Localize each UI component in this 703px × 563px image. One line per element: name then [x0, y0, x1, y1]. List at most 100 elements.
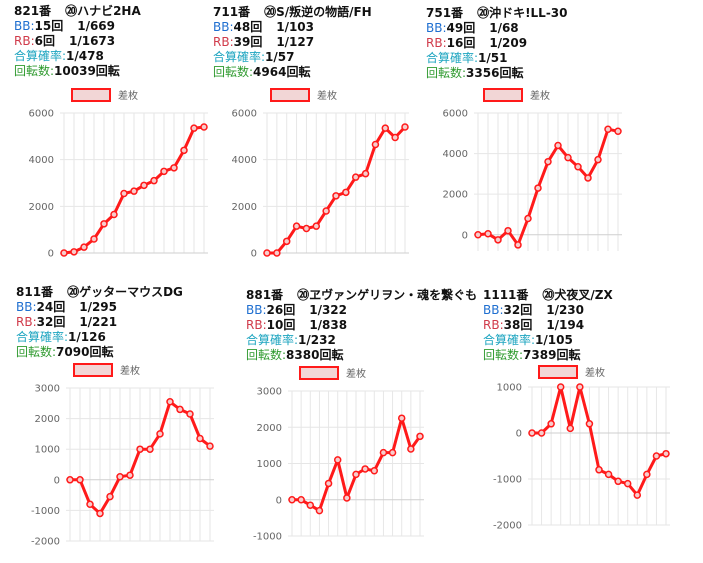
data-point[interactable]	[126, 471, 134, 479]
data-point[interactable]	[652, 452, 661, 460]
legend-swatch[interactable]	[483, 88, 523, 102]
data-point[interactable]	[100, 220, 108, 228]
bb-count: 24回	[36, 300, 66, 314]
data-point[interactable]	[146, 445, 154, 453]
data-point[interactable]	[176, 405, 184, 414]
data-point[interactable]	[379, 448, 388, 457]
data-point[interactable]	[614, 127, 622, 136]
data-point[interactable]	[623, 479, 632, 488]
data-point[interactable]	[537, 429, 546, 437]
data-point[interactable]	[200, 123, 208, 131]
data-point[interactable]	[140, 181, 148, 190]
data-point[interactable]	[381, 124, 390, 132]
data-point[interactable]	[370, 467, 379, 475]
data-point[interactable]	[361, 169, 370, 178]
data-point[interactable]	[343, 494, 351, 502]
data-point[interactable]	[130, 187, 138, 195]
data-point[interactable]	[116, 472, 124, 481]
data-point[interactable]	[160, 167, 168, 176]
data-point[interactable]	[166, 398, 174, 406]
data-point[interactable]	[595, 466, 603, 474]
data-point[interactable]	[528, 429, 536, 437]
data-point[interactable]	[315, 506, 324, 515]
data-point[interactable]	[391, 133, 399, 142]
data-point[interactable]	[90, 235, 98, 243]
data-point[interactable]	[170, 164, 178, 172]
data-point[interactable]	[206, 442, 214, 450]
data-point[interactable]	[407, 445, 415, 453]
data-point[interactable]	[504, 226, 512, 235]
legend-swatch[interactable]	[73, 363, 113, 377]
legend-swatch[interactable]	[71, 88, 111, 102]
data-point[interactable]	[416, 432, 424, 441]
y-tick-label: -2000	[31, 537, 60, 548]
data-point[interactable]	[352, 470, 360, 479]
data-point[interactable]	[547, 420, 555, 428]
data-point[interactable]	[484, 230, 492, 238]
data-point[interactable]	[180, 146, 188, 155]
data-point[interactable]	[273, 249, 281, 257]
data-point[interactable]	[86, 500, 94, 509]
data-point[interactable]	[524, 214, 532, 223]
data-point[interactable]	[554, 141, 562, 150]
data-point[interactable]	[60, 249, 68, 257]
data-point[interactable]	[156, 430, 164, 438]
data-point[interactable]	[633, 491, 642, 499]
data-point[interactable]	[662, 449, 670, 458]
data-point[interactable]	[306, 501, 315, 509]
data-point[interactable]	[534, 184, 542, 192]
data-point[interactable]	[186, 410, 194, 418]
data-point[interactable]	[106, 492, 114, 501]
data-point[interactable]	[604, 125, 612, 133]
data-point[interactable]	[297, 496, 305, 504]
data-point[interactable]	[494, 236, 502, 244]
data-point[interactable]	[544, 157, 552, 166]
data-point[interactable]	[401, 123, 409, 131]
legend-swatch[interactable]	[538, 365, 578, 379]
data-point[interactable]	[263, 249, 271, 257]
data-point[interactable]	[96, 509, 104, 518]
data-point[interactable]	[556, 383, 565, 391]
data-point[interactable]	[76, 476, 84, 484]
data-point[interactable]	[333, 456, 342, 464]
data-point[interactable]	[388, 448, 397, 457]
data-point[interactable]	[288, 496, 296, 504]
data-point[interactable]	[136, 445, 144, 453]
data-point[interactable]	[312, 222, 321, 230]
data-point[interactable]	[474, 231, 482, 239]
data-point[interactable]	[397, 414, 406, 422]
data-point[interactable]	[361, 465, 369, 473]
legend-swatch[interactable]	[299, 366, 339, 380]
data-point[interactable]	[584, 174, 592, 182]
data-point[interactable]	[302, 224, 311, 233]
data-point[interactable]	[614, 477, 622, 486]
y-tick-label: 2000	[443, 190, 468, 201]
data-point[interactable]	[576, 383, 584, 391]
data-point[interactable]	[70, 248, 78, 256]
data-point[interactable]	[190, 124, 198, 132]
bb-rate: 1/230	[546, 303, 584, 317]
data-point[interactable]	[322, 207, 330, 215]
data-point[interactable]	[514, 241, 522, 249]
data-point[interactable]	[351, 173, 360, 181]
data-point[interactable]	[371, 140, 380, 149]
data-point[interactable]	[332, 192, 340, 200]
data-point[interactable]	[566, 424, 575, 433]
data-point[interactable]	[324, 479, 333, 488]
data-point[interactable]	[196, 434, 204, 443]
data-point[interactable]	[594, 155, 602, 164]
data-point[interactable]	[282, 237, 291, 246]
data-point[interactable]	[564, 153, 572, 162]
data-point[interactable]	[80, 243, 88, 251]
legend-swatch[interactable]	[270, 88, 310, 102]
data-point[interactable]	[292, 222, 301, 230]
data-point[interactable]	[604, 470, 613, 479]
data-point[interactable]	[120, 189, 128, 198]
data-point[interactable]	[574, 163, 582, 171]
data-point[interactable]	[342, 188, 350, 197]
data-point[interactable]	[643, 470, 651, 479]
data-point[interactable]	[66, 476, 74, 484]
data-point[interactable]	[150, 176, 158, 185]
data-point[interactable]	[110, 210, 118, 219]
data-point[interactable]	[585, 420, 594, 428]
